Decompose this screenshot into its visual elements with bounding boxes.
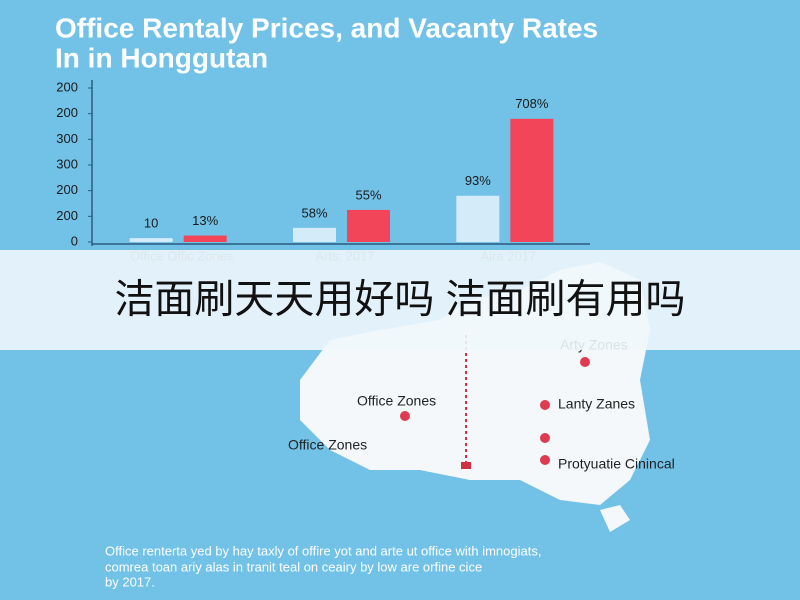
- dot: [400, 411, 410, 421]
- map-label: Office Zones: [288, 437, 367, 453]
- title-line: Office Rentaly Prices, and Vacanty Rates: [55, 12, 598, 43]
- bar: [293, 227, 336, 242]
- bar: [510, 118, 554, 242]
- y-tick-label: 200: [56, 105, 78, 120]
- banner-band: [0, 250, 800, 350]
- island: [600, 505, 630, 532]
- dot: [540, 433, 550, 443]
- bar: [347, 209, 390, 242]
- dot: [580, 357, 590, 367]
- y-tick-label: 200: [56, 182, 78, 197]
- map-label: Office Zones: [357, 393, 436, 409]
- bar-annotation: 55%: [355, 187, 381, 202]
- y-tick-label: 0: [71, 233, 78, 248]
- title-line: In in Honggutan: [55, 42, 268, 73]
- bar-annotation: 93%: [465, 173, 491, 188]
- bar: [183, 235, 227, 242]
- footer-line: Office renterta yed by hay taxly of offi…: [105, 543, 541, 558]
- marker: [461, 462, 471, 469]
- bar-annotation: 58%: [301, 205, 327, 220]
- banner-text: 洁面刷天天用好吗 洁面刷有用吗: [114, 278, 685, 322]
- bar-annotation: 10: [144, 216, 158, 231]
- bar-annotation: 708%: [515, 96, 549, 111]
- footer-line: comrea toan ariy alas in tranit teal on …: [105, 559, 482, 574]
- map-label: Lanty Zanes: [558, 396, 635, 412]
- dot: [540, 455, 550, 465]
- footer-line: by 2017.: [105, 574, 155, 589]
- map-label: Protyuatie Cinincal: [558, 456, 675, 472]
- y-tick-label: 300: [56, 131, 78, 146]
- y-tick-label: 300: [56, 156, 78, 171]
- y-tick-label: 200: [56, 208, 78, 223]
- bar: [129, 238, 173, 242]
- y-tick-label: 200: [56, 79, 78, 94]
- bar: [456, 195, 500, 242]
- bar-annotation: 13%: [192, 213, 218, 228]
- dot: [540, 400, 550, 410]
